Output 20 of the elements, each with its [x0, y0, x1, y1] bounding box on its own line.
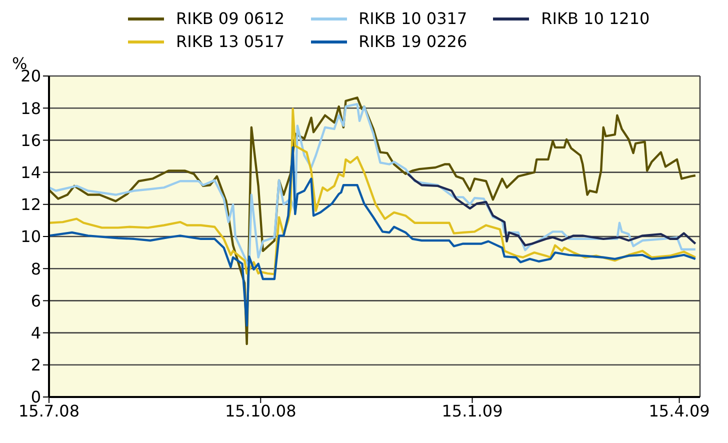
- y-tick-label: 8: [30, 259, 41, 278]
- y-tick-label: 16: [20, 130, 41, 150]
- legend-label: RIKB 19 0226: [358, 32, 468, 51]
- x-tick-label: 15.4.09: [648, 401, 710, 420]
- y-tick-label: 18: [20, 98, 41, 118]
- line-series: [406, 172, 696, 246]
- y-tick-label: 14: [20, 162, 41, 182]
- x-tick-label: 15.1.09: [442, 401, 503, 420]
- x-tick-label: 15.10.08: [225, 401, 296, 420]
- y-tick-label: 6: [30, 291, 41, 310]
- y-tick-label: 2: [30, 356, 41, 375]
- y-tick-label: 10: [20, 227, 41, 246]
- y-tick-label: 12: [20, 195, 41, 214]
- legend-label: RIKB 09 0612: [176, 9, 285, 28]
- legend-label: RIKB 10 1210: [541, 9, 650, 28]
- legend-label: RIKB 10 0317: [358, 9, 468, 28]
- line-series: [49, 146, 696, 327]
- legend-label: RIKB 13 0517: [176, 32, 285, 51]
- line-series: [49, 96, 696, 346]
- y-tick-label: 4: [30, 323, 41, 342]
